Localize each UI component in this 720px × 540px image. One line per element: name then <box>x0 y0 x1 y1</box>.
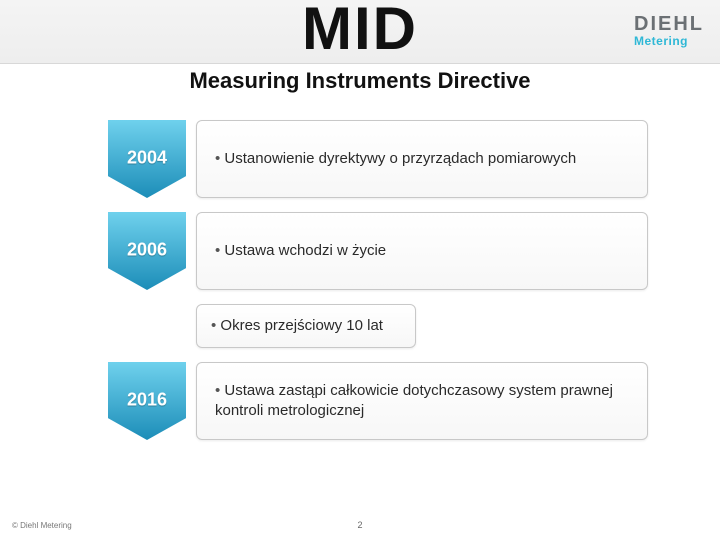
timeline-row: 2006 Ustawa wchodzi w życie <box>108 212 648 290</box>
page-subtitle: Measuring Instruments Directive <box>0 68 720 94</box>
timeline-text: Ustawa zastąpi całkowicie dotychczasowy … <box>215 381 631 422</box>
header-bar: MID DIEHL Metering <box>0 0 720 64</box>
timeline-content-box: Ustawa wchodzi w życie <box>196 212 648 290</box>
timeline-content-box: Okres przejściowy 10 lat <box>196 304 416 348</box>
chevron-label: 2006 <box>127 239 167 260</box>
page-title: MID <box>302 0 418 63</box>
chevron-2006: 2006 <box>108 212 186 290</box>
timeline-row: 2016 Ustawa zastąpi całkowicie dotychcza… <box>108 362 648 440</box>
logo-text-top: DIEHL <box>634 14 704 34</box>
chevron-label: 2016 <box>127 389 167 410</box>
chevron-label: 2004 <box>127 147 167 168</box>
logo-text-bottom: Metering <box>634 34 704 48</box>
timeline-text: Okres przejściowy 10 lat <box>211 316 383 336</box>
page-number: 2 <box>357 520 362 530</box>
timeline-text: Ustawa wchodzi w życie <box>215 241 386 261</box>
timeline-diagram: 2004 Ustanowienie dyrektywy o przyrządac… <box>108 120 648 454</box>
timeline-row: 2004 Ustanowienie dyrektywy o przyrządac… <box>108 120 648 198</box>
chevron-2004: 2004 <box>108 120 186 198</box>
timeline-content-box: Ustanowienie dyrektywy o przyrządach pom… <box>196 120 648 198</box>
brand-logo: DIEHL Metering <box>634 14 704 48</box>
footer-copyright: © Diehl Metering <box>12 521 72 530</box>
timeline-content-box: Ustawa zastąpi całkowicie dotychczasowy … <box>196 362 648 440</box>
timeline-row: Okres przejściowy 10 lat <box>108 304 648 348</box>
chevron-2016: 2016 <box>108 362 186 440</box>
timeline-text: Ustanowienie dyrektywy o przyrządach pom… <box>215 149 576 169</box>
